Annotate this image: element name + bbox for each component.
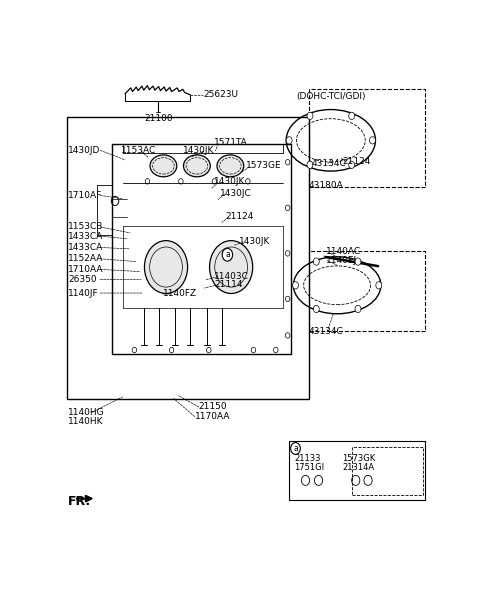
Circle shape xyxy=(206,348,211,353)
Text: 21124: 21124 xyxy=(226,212,254,221)
Circle shape xyxy=(370,137,375,144)
Text: 1430JK: 1430JK xyxy=(239,237,270,246)
Circle shape xyxy=(286,159,290,165)
Circle shape xyxy=(348,112,355,120)
Ellipse shape xyxy=(150,155,177,177)
Text: 1430JD: 1430JD xyxy=(68,146,100,155)
Circle shape xyxy=(286,137,292,144)
Text: FR.: FR. xyxy=(68,496,91,509)
Bar xyxy=(352,446,422,495)
Circle shape xyxy=(222,249,233,261)
Text: 43134C: 43134C xyxy=(309,327,343,336)
Text: 21150: 21150 xyxy=(199,401,228,411)
Circle shape xyxy=(210,240,252,294)
Circle shape xyxy=(144,240,188,294)
Text: 1170AA: 1170AA xyxy=(195,412,230,421)
Circle shape xyxy=(132,348,137,353)
Circle shape xyxy=(313,305,319,313)
Circle shape xyxy=(274,348,278,353)
Text: 21100: 21100 xyxy=(144,114,173,123)
Text: 1140FZ: 1140FZ xyxy=(163,289,198,298)
Ellipse shape xyxy=(183,155,210,177)
Text: 21124: 21124 xyxy=(342,157,371,166)
Text: 21314A: 21314A xyxy=(342,463,374,472)
Text: 1140HG: 1140HG xyxy=(68,408,105,417)
Text: 43180A: 43180A xyxy=(309,181,343,191)
Circle shape xyxy=(290,443,300,455)
Circle shape xyxy=(355,258,361,265)
Circle shape xyxy=(286,333,290,338)
Text: 1433CA: 1433CA xyxy=(68,243,103,252)
Text: 25623U: 25623U xyxy=(203,90,238,99)
Text: 1433CA: 1433CA xyxy=(68,231,103,240)
Text: a: a xyxy=(293,444,298,453)
Text: 1140EJ: 1140EJ xyxy=(326,256,357,265)
Bar xyxy=(67,117,309,399)
Circle shape xyxy=(169,348,174,353)
Circle shape xyxy=(376,282,382,289)
Text: 1140AC: 1140AC xyxy=(326,247,361,256)
Ellipse shape xyxy=(217,155,244,177)
Text: 26350: 26350 xyxy=(68,275,97,284)
Circle shape xyxy=(355,305,361,313)
Text: 1751GI: 1751GI xyxy=(294,463,324,472)
Text: (DOHC-TCI/GDI): (DOHC-TCI/GDI) xyxy=(296,92,366,101)
Circle shape xyxy=(286,205,290,211)
Text: 43134C: 43134C xyxy=(311,159,346,168)
Text: 21133: 21133 xyxy=(294,454,321,463)
Text: 1430JC: 1430JC xyxy=(220,189,252,198)
Text: 1573GK: 1573GK xyxy=(342,454,375,463)
Text: 1573GE: 1573GE xyxy=(246,162,282,170)
Circle shape xyxy=(348,161,355,169)
Circle shape xyxy=(313,258,319,265)
Bar xyxy=(309,89,424,187)
Circle shape xyxy=(307,161,313,169)
Circle shape xyxy=(292,282,299,289)
Text: 1710AF: 1710AF xyxy=(68,191,102,200)
Text: 1153AC: 1153AC xyxy=(121,146,156,155)
Text: 1140JF: 1140JF xyxy=(68,288,99,298)
Text: 1430JK: 1430JK xyxy=(215,178,246,186)
Text: 1430JK: 1430JK xyxy=(183,146,214,155)
Circle shape xyxy=(307,112,313,120)
Text: 1710AA: 1710AA xyxy=(68,265,104,274)
Circle shape xyxy=(286,296,290,302)
Text: 1153CB: 1153CB xyxy=(68,223,104,231)
Circle shape xyxy=(251,348,256,353)
Bar xyxy=(309,251,424,331)
Text: 1152AA: 1152AA xyxy=(68,255,104,263)
Text: 1140HK: 1140HK xyxy=(68,417,104,426)
Circle shape xyxy=(286,250,290,256)
Bar xyxy=(289,441,424,500)
Text: a: a xyxy=(225,250,230,259)
Text: 11403C: 11403C xyxy=(215,272,249,281)
Text: 21114: 21114 xyxy=(215,281,243,289)
Text: 1571TA: 1571TA xyxy=(215,138,248,147)
